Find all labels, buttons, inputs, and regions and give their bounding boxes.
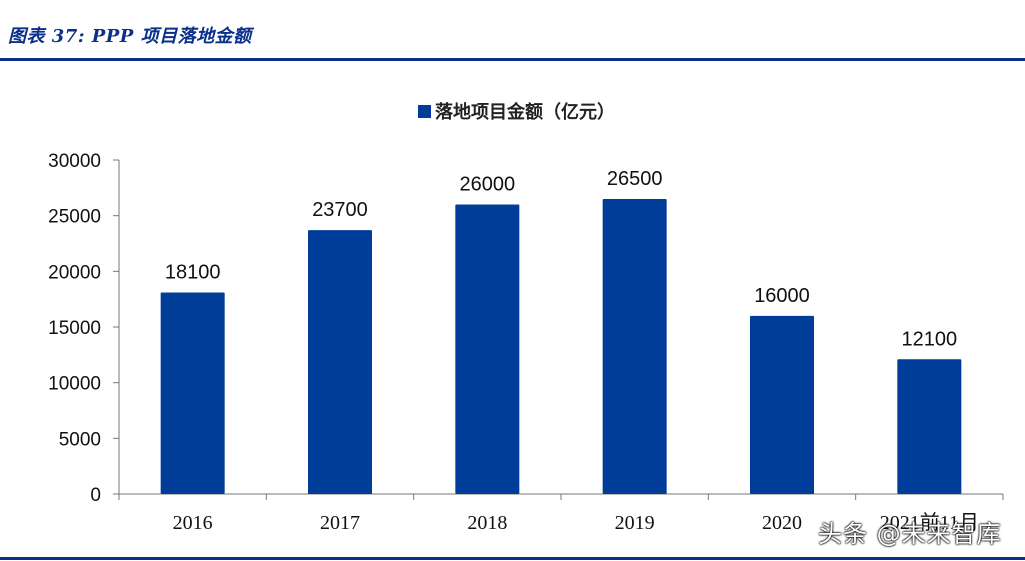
x-tick-label: 2018 — [467, 512, 507, 534]
legend: 落地项目金额（亿元） — [418, 98, 615, 124]
bar — [308, 230, 372, 494]
bottom-rule — [0, 557, 1025, 560]
data-label: 26000 — [460, 174, 516, 196]
bar — [455, 204, 520, 495]
x-tick-label: 2017 — [320, 512, 360, 534]
watermark: 头条 @未来智库 — [818, 520, 1002, 548]
x-tick-label: 2021前11月 — [880, 511, 979, 534]
y-tick-label: 30000 — [48, 151, 101, 172]
top-rule — [0, 58, 1025, 61]
bar — [897, 359, 962, 494]
data-label: 26500 — [607, 168, 663, 190]
y-tick-label: 0 — [90, 485, 101, 506]
data-label: 12100 — [902, 328, 958, 350]
data-label: 18100 — [165, 261, 221, 283]
legend-swatch — [418, 104, 431, 118]
y-tick-label: 25000 — [48, 207, 101, 228]
legend-label: 落地项目金额（亿元） — [435, 102, 615, 123]
data-label: 16000 — [754, 285, 810, 307]
x-tick-label: 2016 — [173, 512, 213, 534]
x-tick-label: 2020 — [762, 512, 802, 534]
x-tick-label: 2019 — [615, 512, 655, 534]
y-tick-label: 10000 — [48, 374, 101, 395]
y-tick-label: 15000 — [48, 318, 101, 339]
bar — [602, 198, 667, 494]
y-tick-label: 20000 — [48, 262, 101, 283]
bar — [160, 292, 225, 494]
y-tick-label: 5000 — [59, 429, 101, 450]
bar — [750, 315, 814, 494]
data-label: 23700 — [312, 199, 368, 221]
figure-title: 图表 37: PPP 项目落地金额 — [8, 26, 252, 47]
